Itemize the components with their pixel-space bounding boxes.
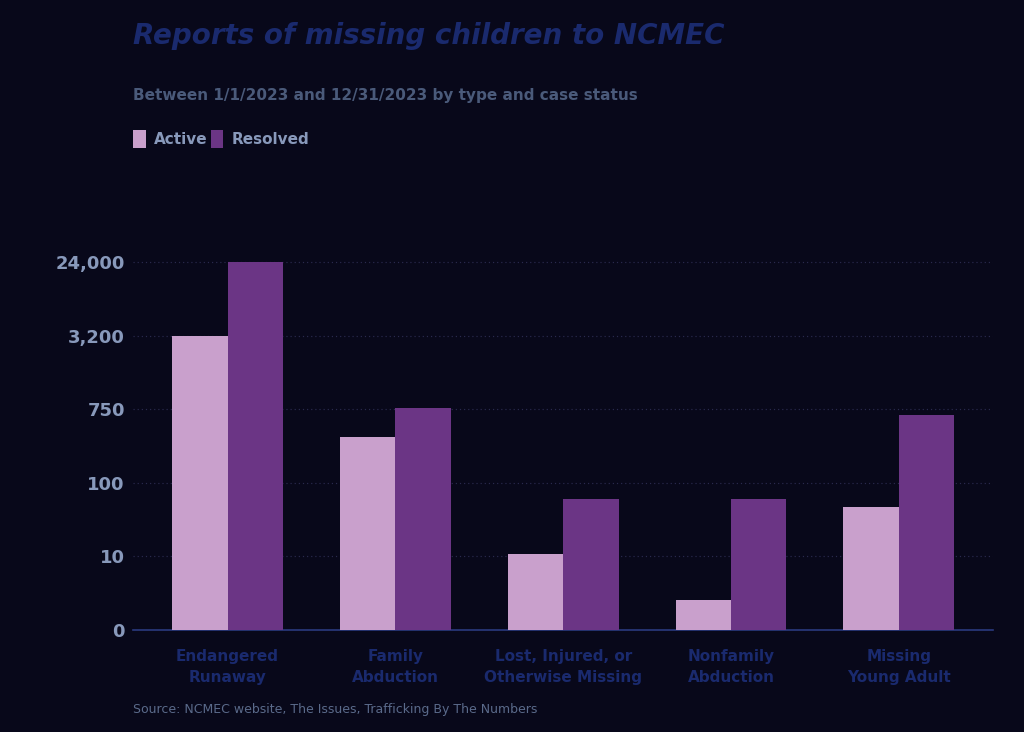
Text: Source: NCMEC website, The Issues, Trafficking By The Numbers: Source: NCMEC website, The Issues, Traff… (133, 703, 538, 716)
Bar (676, 600, 731, 630)
Bar (899, 415, 954, 630)
Bar (395, 408, 451, 630)
Bar (731, 499, 786, 630)
Text: Resolved: Resolved (231, 132, 309, 146)
Bar (172, 335, 227, 630)
Bar (508, 554, 563, 630)
Bar (844, 507, 899, 630)
Bar (227, 262, 283, 630)
Text: Active: Active (155, 132, 208, 146)
Bar (563, 499, 618, 630)
Bar (340, 437, 395, 630)
Text: Between 1/1/2023 and 12/31/2023 by type and case status: Between 1/1/2023 and 12/31/2023 by type … (133, 88, 638, 102)
Text: Reports of missing children to NCMEC: Reports of missing children to NCMEC (133, 22, 725, 50)
